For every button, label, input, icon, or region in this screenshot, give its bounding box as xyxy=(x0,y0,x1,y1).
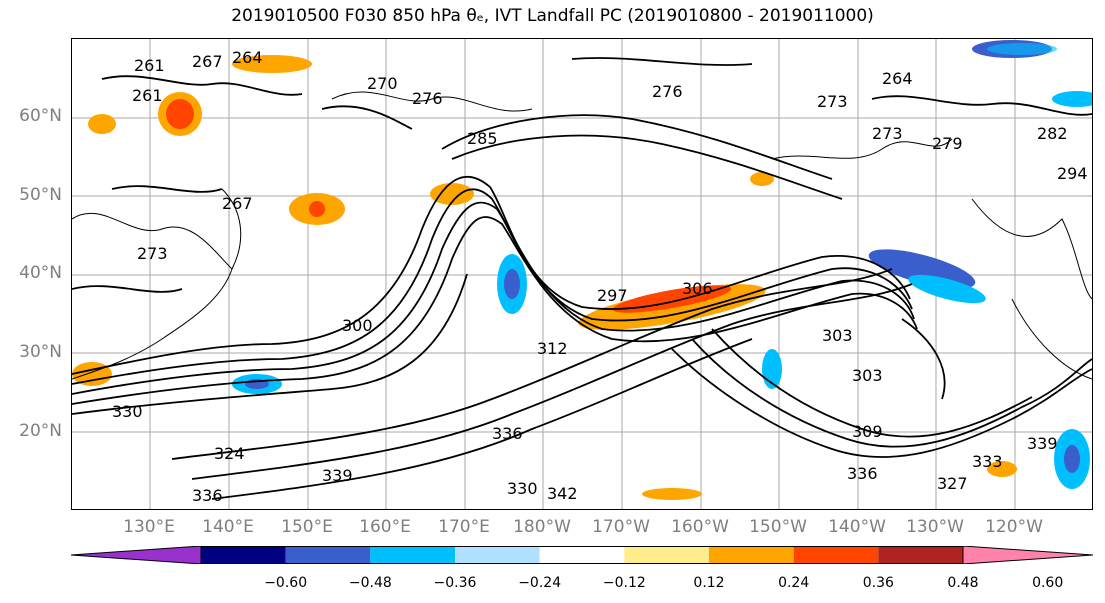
contour-label: 300 xyxy=(342,316,373,335)
lon-label-180w: 180°W xyxy=(513,517,571,537)
lon-label-150w: 150°W xyxy=(749,517,807,537)
colorbar-segment xyxy=(370,546,455,564)
contour-label: 342 xyxy=(547,484,578,503)
contour-label: 276 xyxy=(652,82,683,101)
lon-label-170w: 170°W xyxy=(592,517,650,537)
lon-label-120w: 120°W xyxy=(985,517,1043,537)
contour-label: 336 xyxy=(492,424,523,443)
pc-shading xyxy=(72,40,1092,500)
lat-label-60n: 60°N xyxy=(19,106,62,126)
colorbar-tick-label: −0.60 xyxy=(264,575,308,591)
colorbar-tick-label: −0.36 xyxy=(433,575,477,591)
colorbar xyxy=(70,545,1094,565)
contour-label: 276 xyxy=(412,89,443,108)
colorbar-svg xyxy=(70,545,1094,565)
colorbar-tick-label: −0.48 xyxy=(348,575,392,591)
colorbar-tick-label: 0.12 xyxy=(693,575,725,591)
contour-label: 282 xyxy=(1037,124,1068,143)
colorbar-tick-label: 0.36 xyxy=(862,575,894,591)
contour-label: 264 xyxy=(882,69,913,88)
contour-label: 273 xyxy=(817,92,848,111)
contour-label: 285 xyxy=(467,129,498,148)
contour-label: 267 xyxy=(222,194,253,213)
colorbar-segment xyxy=(539,546,625,564)
contour-label: 333 xyxy=(972,452,1003,471)
contour-label: 273 xyxy=(137,244,168,263)
lon-label-130e: 130°E xyxy=(123,517,175,537)
lon-label-130w: 130°W xyxy=(906,517,964,537)
contour-label: 312 xyxy=(537,339,568,358)
colorbar-segment xyxy=(878,546,963,564)
lon-label-160w: 160°W xyxy=(671,517,729,537)
contour-label: 336 xyxy=(192,486,223,505)
colorbar-tick-label: −0.12 xyxy=(602,575,646,591)
contour-label: 270 xyxy=(367,74,398,93)
contour-label: 339 xyxy=(322,466,353,485)
contour-label: 309 xyxy=(852,422,883,441)
contour-label: 330 xyxy=(112,402,143,421)
colorbar-segment xyxy=(793,546,879,564)
contour-label: 303 xyxy=(852,366,883,385)
colorbar-tick-label: 0.60 xyxy=(1032,575,1064,591)
contour-label: 294 xyxy=(1057,164,1088,183)
map-plot-area: 261 267 264 270 276 273 285 273 264 276 … xyxy=(71,38,1093,510)
theta-e-contours xyxy=(72,57,1092,500)
contour-label: 303 xyxy=(822,326,853,345)
contour-label: 261 xyxy=(134,56,165,75)
colorbar-extend-high xyxy=(962,545,1094,565)
coastlines xyxy=(72,91,1092,380)
contour-label: 339 xyxy=(1027,434,1058,453)
colorbar-segment xyxy=(201,546,286,564)
lon-label-140e: 140°E xyxy=(202,517,254,537)
contour-label: 336 xyxy=(847,464,878,483)
colorbar-border xyxy=(200,546,964,564)
contour-label-group: 261 267 264 270 276 273 285 273 264 276 … xyxy=(112,48,1088,505)
colorbar-tick-label: −0.24 xyxy=(518,575,562,591)
contour-label: 273 xyxy=(872,124,903,143)
contour-label: 327 xyxy=(937,474,968,493)
colorbar-tick-label: 0.48 xyxy=(947,575,979,591)
contour-label: 264 xyxy=(232,48,263,67)
contour-label: 306 xyxy=(682,279,713,298)
colorbar-tick-label: 0.24 xyxy=(778,575,810,591)
colorbar-segment xyxy=(285,546,371,564)
map-svg: 261 267 264 270 276 273 285 273 264 276 … xyxy=(72,39,1092,509)
colorbar-segment xyxy=(455,546,540,564)
colorbar-segment xyxy=(709,546,794,564)
contour-label: 297 xyxy=(597,286,628,305)
contour-label: 279 xyxy=(932,134,963,153)
lat-label-20n: 20°N xyxy=(19,421,62,441)
lat-label-40n: 40°N xyxy=(19,263,62,283)
lat-label-50n: 50°N xyxy=(19,185,62,205)
colorbar-extend-low xyxy=(70,545,202,565)
lon-label-160e: 160°E xyxy=(359,517,411,537)
contour-label: 267 xyxy=(192,52,223,71)
lon-label-170e: 170°E xyxy=(438,517,490,537)
lon-label-150e: 150°E xyxy=(281,517,333,537)
map-title: 2019010500 F030 850 hPa θₑ, IVT Landfall… xyxy=(231,6,874,26)
contour-label: 261 xyxy=(132,86,163,105)
contour-label: 330 xyxy=(507,479,538,498)
colorbar-segment xyxy=(624,546,709,564)
lon-label-140w: 140°W xyxy=(828,517,886,537)
contour-label: 324 xyxy=(214,444,245,463)
lat-label-30n: 30°N xyxy=(19,342,62,362)
